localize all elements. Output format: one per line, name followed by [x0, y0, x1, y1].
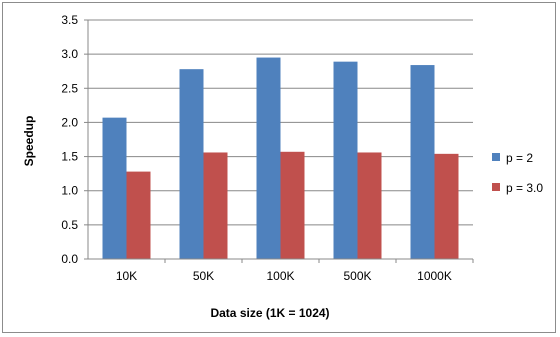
- axes: [84, 19, 474, 263]
- bar-p-3-0-10k: [126, 171, 151, 259]
- y-tick-label: 3.0: [61, 47, 78, 61]
- legend: p = 2 p = 3.0: [492, 151, 543, 195]
- y-tick-label: 3.5: [61, 13, 78, 27]
- y-axis-tick-labels: 0.0 0.5 1.0 1.5 2.0 2.5 3.0 3.5: [61, 13, 78, 266]
- bar-p-2-100k: [256, 57, 281, 259]
- y-axis-label: Speedup: [22, 116, 36, 167]
- bar-p-2-50k: [179, 69, 204, 259]
- bar-p-2-10k: [102, 117, 127, 259]
- bar-p-2-500k: [333, 61, 358, 260]
- bar-p-3-0-1000k: [434, 153, 459, 259]
- bar-p-2-1000k: [410, 65, 435, 259]
- x-tick-label: 100K: [266, 269, 294, 283]
- y-tick-label: 0.5: [61, 218, 78, 232]
- chart-frame: 0.0 0.5 1.0 1.5 2.0 2.5 3.0 3.5 10K 50K 100K 500K 1…: [2, 2, 556, 333]
- legend-label: p = 2: [506, 151, 533, 165]
- y-tick-label: 2.0: [61, 115, 78, 129]
- x-tick-label: 50K: [193, 269, 214, 283]
- legend-swatch: [492, 183, 500, 191]
- bar-p-3-0-500k: [357, 152, 382, 259]
- y-tick-label: 1.5: [61, 150, 78, 164]
- x-tick-label: 10K: [116, 269, 137, 283]
- speedup-bar-chart: 0.00.51.01.52.02.53.03.5 10K 50K 100K 500K 1…: [22, 13, 543, 320]
- bar-p-3-0-100k: [280, 151, 305, 259]
- legend-label: p = 3.0: [506, 181, 543, 195]
- y-tick-label: 0.0: [61, 252, 78, 266]
- x-axis-tick-labels: 10K 50K 100K 500K 1000K: [116, 269, 452, 283]
- bars: [102, 57, 459, 260]
- y-tick-label: 1.0: [61, 184, 78, 198]
- x-axis-label: Data size (1K = 1024): [210, 306, 329, 320]
- y-tick-label: 2.5: [61, 81, 78, 95]
- legend-swatch: [492, 153, 500, 161]
- x-tick-label: 1000K: [417, 269, 452, 283]
- x-tick-label: 500K: [343, 269, 371, 283]
- bar-p-3-0-50k: [203, 152, 228, 259]
